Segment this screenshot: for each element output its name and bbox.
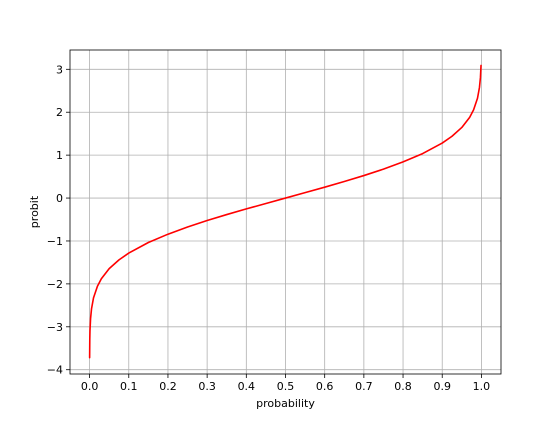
y-tick-label: −3	[47, 321, 63, 334]
x-tick-label: 0.3	[198, 380, 216, 393]
ticks: 0.0 0.1 0.2 0.3 0.4 0.5 0.6 0.7 0.8 0.9 1.0 −4 −3 −2 −…	[47, 63, 490, 393]
x-tick-label: 1.0	[473, 380, 491, 393]
x-axis-label: probability	[256, 397, 315, 410]
y-tick-label: 1	[56, 149, 63, 162]
x-tick-label: 0.4	[238, 380, 256, 393]
y-tick-label: 2	[56, 106, 63, 119]
y-tick-label: 3	[56, 63, 63, 76]
x-tick-label: 0.6	[316, 380, 334, 393]
x-tick-label: 0.9	[433, 380, 451, 393]
y-tick-label: −1	[47, 235, 63, 248]
x-tick-label: 0.5	[277, 380, 295, 393]
y-axis-label: probit	[28, 195, 41, 228]
y-tick-label: −2	[47, 278, 63, 291]
x-tick-label: 0.1	[120, 380, 138, 393]
x-tick-label: 0.0	[81, 380, 99, 393]
y-tick-label: −4	[47, 364, 63, 377]
series-line	[88, 64, 482, 359]
y-tick-label: 0	[56, 192, 63, 205]
grid	[70, 50, 501, 374]
x-tick-label: 0.2	[159, 380, 177, 393]
x-tick-label: 0.8	[394, 380, 412, 393]
x-tick-label: 0.7	[355, 380, 373, 393]
series-layer	[88, 64, 482, 359]
